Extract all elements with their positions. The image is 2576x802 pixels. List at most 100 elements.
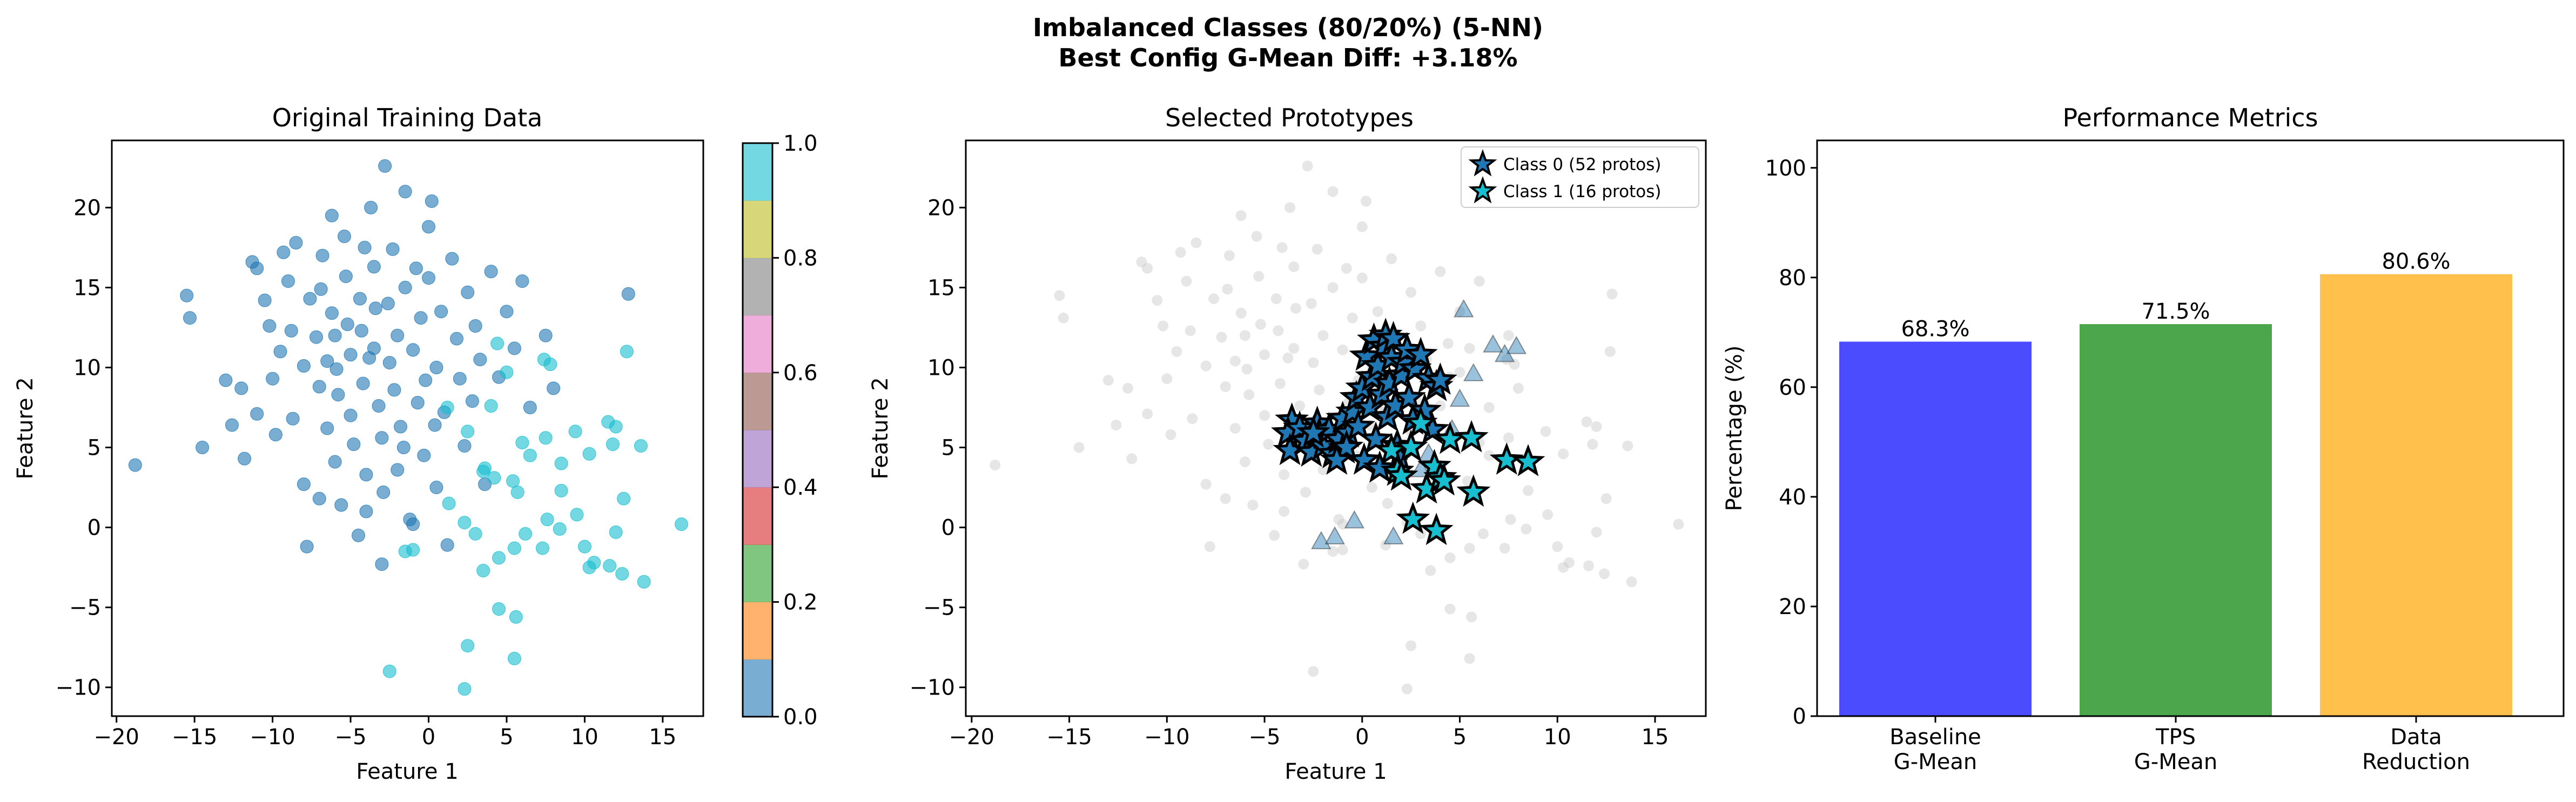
class-1-prototype-star xyxy=(1511,444,1545,476)
panel-2-xtick-label: −10 xyxy=(1144,725,1189,750)
class-0-point xyxy=(414,311,428,325)
panel-1-xtick-label: −20 xyxy=(93,725,139,750)
background-point xyxy=(1276,242,1288,253)
panel-2-xtick-label: 0 xyxy=(1355,725,1369,750)
background-point xyxy=(1499,543,1510,554)
colorbar-tick-label: 0.0 xyxy=(783,705,818,730)
background-point xyxy=(1380,540,1391,551)
colorbar-segment xyxy=(743,200,772,258)
background-point xyxy=(1558,562,1569,573)
background-point xyxy=(1270,293,1282,305)
background-point xyxy=(1477,528,1489,540)
class-0-point xyxy=(325,208,339,223)
class-1-point xyxy=(468,527,482,541)
class-0-point xyxy=(406,343,420,357)
class-1-prototype-star xyxy=(1403,406,1438,438)
colorbar-tick-label: 0.2 xyxy=(783,590,818,615)
class-0-point xyxy=(406,517,420,531)
background-point xyxy=(1372,306,1383,317)
class-1-point xyxy=(554,483,568,497)
background-point xyxy=(1622,440,1633,451)
panel-1-ytick-label: 5 xyxy=(88,436,101,461)
class-1-point xyxy=(458,682,472,696)
triangle-marker xyxy=(1324,526,1345,544)
class-1-point xyxy=(476,464,490,478)
class-0-point xyxy=(273,345,287,359)
class-0-point xyxy=(425,194,439,208)
class-1-prototype-star xyxy=(1394,429,1428,462)
background-point xyxy=(1165,429,1176,440)
colorbar-tick-label: 0.6 xyxy=(783,361,818,386)
class-0-point xyxy=(484,265,498,279)
background-point xyxy=(1294,400,1306,412)
class-0-point xyxy=(396,441,411,455)
class-1-point xyxy=(570,508,584,522)
class-0-point xyxy=(300,540,314,554)
background-point xyxy=(1583,560,1595,571)
class-0-point xyxy=(337,230,351,244)
class-0-point xyxy=(523,401,537,415)
triangle-marker xyxy=(1449,388,1470,407)
class-1-point xyxy=(484,399,498,413)
background-point xyxy=(1466,611,1477,623)
class-0-point xyxy=(297,359,311,373)
class-0-point xyxy=(367,260,381,274)
class-0-point xyxy=(387,383,401,397)
class-0-point xyxy=(398,185,412,199)
class-0-point xyxy=(354,324,368,338)
bar xyxy=(2320,274,2512,716)
class-1-prototype-star xyxy=(1384,458,1418,491)
background-point xyxy=(1442,338,1454,349)
panel-performance-metrics: Performance Metrics 68.3% 71.5% 80.6% 0 20 4… xyxy=(1722,103,2565,774)
background-point xyxy=(1251,231,1262,242)
colorbar-segment xyxy=(743,372,772,430)
background-point xyxy=(1175,247,1186,258)
class-0-point xyxy=(411,396,425,410)
class-1-point xyxy=(535,541,549,555)
class-0-point xyxy=(180,288,194,302)
class-0-point xyxy=(429,360,443,374)
background-point xyxy=(1220,493,1231,504)
class-1-point xyxy=(577,540,591,554)
background-point xyxy=(1405,287,1417,298)
class-1-point xyxy=(637,575,651,589)
background-point xyxy=(1501,354,1512,365)
background-point xyxy=(1282,352,1294,363)
bar-value-label: 71.5% xyxy=(2141,299,2210,324)
background-point xyxy=(1288,261,1300,272)
panel-3-ylabel: Percentage (%) xyxy=(1722,346,1747,511)
background-point xyxy=(1503,432,1514,443)
background-point xyxy=(1505,514,1516,525)
class-0-point xyxy=(219,373,233,387)
background-point xyxy=(1521,523,1532,535)
colorbar-frame xyxy=(742,142,774,718)
background-point xyxy=(990,460,1001,471)
class-0-point xyxy=(312,380,326,394)
panel-2-ytick-label: 15 xyxy=(927,275,955,300)
background-point xyxy=(1200,360,1212,372)
class-1-prototype-star xyxy=(1456,474,1491,507)
background-point xyxy=(1415,528,1427,540)
colorbar-segment xyxy=(743,315,772,373)
class-1-point xyxy=(458,516,472,530)
class-0-point xyxy=(375,431,389,445)
background-point xyxy=(1347,312,1358,324)
background-point xyxy=(1512,382,1524,394)
background-point xyxy=(1366,482,1377,493)
colorbar-tick-label: 1.0 xyxy=(783,131,818,156)
class-1-point xyxy=(519,527,533,541)
background-point xyxy=(1317,330,1329,341)
background-point xyxy=(1290,302,1301,314)
panel-1-xtick-label: 0 xyxy=(422,725,435,750)
class-0-prototype-star xyxy=(1296,415,1330,448)
class-0-point xyxy=(362,351,376,365)
panel-1-xtick-label: −15 xyxy=(172,725,217,750)
background-point xyxy=(1259,410,1270,421)
background-point xyxy=(1239,330,1250,341)
background-point xyxy=(1263,439,1274,450)
class-0-prototype-star xyxy=(1390,332,1424,365)
class-0-prototype-star xyxy=(1403,336,1438,369)
background-point xyxy=(1425,565,1436,576)
class-0-point xyxy=(465,394,479,408)
class-1-point xyxy=(620,345,634,359)
